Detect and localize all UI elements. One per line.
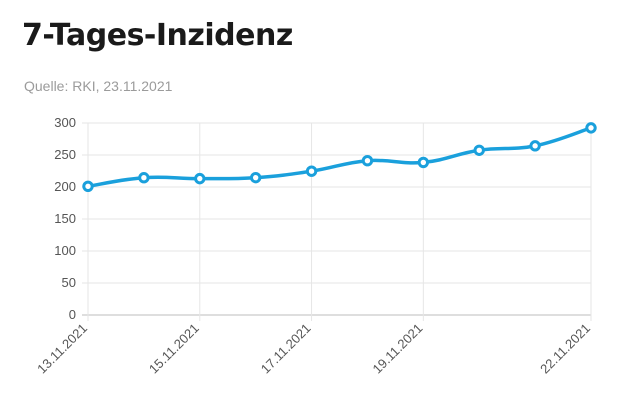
data-point[interactable] bbox=[417, 156, 430, 169]
x-tick-label: 13.11.2021 bbox=[34, 321, 90, 377]
axis-layer: 0 50 100 150 200 250 300 13.11.2021 15.11.2021 17… bbox=[34, 115, 593, 376]
grid-layer bbox=[82, 122, 592, 321]
data-point[interactable] bbox=[82, 180, 94, 192]
data-point[interactable] bbox=[473, 144, 485, 156]
y-tick-label: 50 bbox=[62, 275, 76, 290]
data-point[interactable] bbox=[305, 165, 318, 177]
data-point[interactable] bbox=[585, 122, 597, 134]
y-tick-label: 150 bbox=[54, 211, 76, 226]
series-layer bbox=[86, 126, 593, 189]
y-tick-label: 100 bbox=[54, 243, 76, 258]
data-point[interactable] bbox=[249, 171, 262, 184]
points-layer bbox=[82, 122, 597, 192]
data-point[interactable] bbox=[361, 154, 374, 167]
y-tick-label: 300 bbox=[54, 115, 76, 130]
chart-title: 7-Tages-Inzidenz bbox=[22, 18, 293, 53]
x-tick-label: 19.11.2021 bbox=[370, 321, 426, 377]
data-point[interactable] bbox=[529, 140, 541, 152]
x-tick-label: 15.11.2021 bbox=[146, 321, 202, 377]
data-point[interactable] bbox=[194, 172, 206, 185]
x-tick-label: 22.11.2021 bbox=[537, 321, 593, 377]
series-line bbox=[86, 126, 593, 189]
data-point[interactable] bbox=[138, 172, 150, 184]
chart-source: Quelle: RKI, 23.11.2021 bbox=[24, 78, 173, 94]
y-tick-label: 200 bbox=[54, 179, 76, 194]
y-tick-label: 250 bbox=[54, 147, 76, 162]
x-tick-label: 17.11.2021 bbox=[258, 321, 314, 377]
y-tick-label: 0 bbox=[69, 307, 76, 322]
